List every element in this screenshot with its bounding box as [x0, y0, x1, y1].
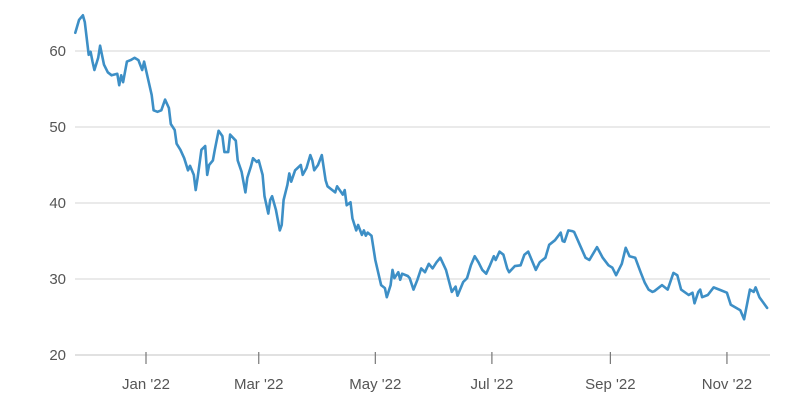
data-points	[75, 15, 768, 320]
series-line	[74, 14, 769, 321]
x-tick-label: May '22	[349, 376, 401, 393]
y-tick-label: 40	[49, 195, 66, 212]
x-tick-label: Mar '22	[234, 376, 284, 393]
x-tick-label: Jan '22	[122, 376, 170, 393]
y-axis: 20 30 40 50 60	[49, 43, 66, 364]
y-tick-label: 50	[49, 119, 66, 136]
y-tick-label: 20	[49, 347, 66, 364]
y-tick-label: 60	[49, 43, 66, 60]
x-axis: Jan '22 Mar '22 May '22 Jul '22 Sep '22 Nov '…	[122, 352, 752, 393]
gridlines	[75, 50, 770, 356]
x-tick-label: Jul '22	[470, 376, 513, 393]
y-tick-label: 30	[49, 271, 66, 288]
x-tick-label: Nov '22	[702, 376, 752, 393]
x-tick-label: Sep '22	[585, 376, 635, 393]
